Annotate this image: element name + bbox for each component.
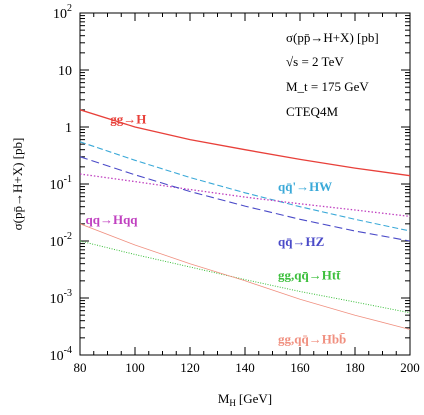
y-tick-label: 10 (58, 64, 72, 79)
series-line (80, 240, 410, 314)
x-axis-label-unit: [GeV] (239, 391, 272, 406)
y-tick-label: 1 (65, 121, 72, 136)
y-tick-exponent: -4 (64, 345, 72, 356)
x-tick-label: 120 (180, 360, 200, 375)
curve-label: qq→Hqq (86, 212, 139, 227)
y-tick-base: 10 (50, 292, 64, 307)
series-line (80, 156, 410, 242)
x-tick-label: 180 (345, 360, 365, 375)
y-tick-label: 10-2 (50, 231, 72, 250)
y-tick-base: 10 (50, 178, 64, 193)
curve-labels: gg→H qq̄'→HW qq→Hqq qq̄→HZ gg,qq̄→Htt̄ gg,qq̄… (86, 112, 347, 347)
y-tick-base: 10 (50, 235, 64, 250)
x-tick-label: 160 (290, 360, 310, 375)
y-tick-exponent: 2 (67, 3, 72, 14)
y-tick-label: 10-1 (50, 174, 72, 193)
y-tick-label: 10-4 (50, 345, 72, 364)
info-line-top-mass: M_t = 175 GeV (286, 79, 369, 94)
x-tick-label: 80 (74, 360, 87, 375)
y-tick-base: 10 (50, 349, 64, 364)
y-tick-label: 102 (53, 3, 72, 22)
x-axis-label-sub: H (229, 398, 236, 408)
series-lines (80, 109, 410, 330)
series-line (80, 141, 410, 232)
curve-label: qq̄'→HW (278, 179, 332, 194)
curve-label: qq̄→HZ (278, 234, 325, 249)
plot-frame (79, 12, 411, 356)
series-line (80, 223, 410, 330)
y-tick-exponent: -3 (64, 288, 72, 299)
x-tick-label: 140 (235, 360, 255, 375)
curve-label: gg,qq̄→Htt̄ (278, 268, 341, 283)
x-tick-label: 200 (400, 360, 420, 375)
x-axis-label: MH [GeV] (218, 391, 272, 408)
curve-label: gg→H (110, 112, 146, 127)
y-tick-label: 10-3 (50, 288, 72, 307)
curve-label: gg,qq̄→Hbb̄ (278, 331, 346, 346)
info-line-pdf: CTEQ4M (286, 104, 338, 119)
y-tick-base: 10 (58, 64, 72, 79)
y-tick-exponent: -1 (64, 174, 72, 185)
y-tick-base: 10 (53, 7, 67, 22)
info-line-cross-section: σ(pp̄→H+X) [pb] (286, 30, 379, 45)
y-tick-base: 1 (65, 121, 72, 136)
y-tick-exponent: -2 (64, 231, 72, 242)
y-axis-label: σ(pp̄→H+X) [pb] (10, 138, 25, 231)
x-axis-label-main: M (218, 391, 230, 406)
info-line-energy: √s = 2 TeV (286, 54, 344, 69)
series-line (80, 173, 410, 218)
x-tick-label: 100 (125, 360, 145, 375)
info-box: σ(pp̄→H+X) [pb] √s = 2 TeV M_t = 175 GeV… (286, 30, 379, 119)
series-line (80, 109, 410, 177)
axis-ticks: 80 100 120 140 160 180 20010210110-110-210-310… (50, 3, 420, 375)
